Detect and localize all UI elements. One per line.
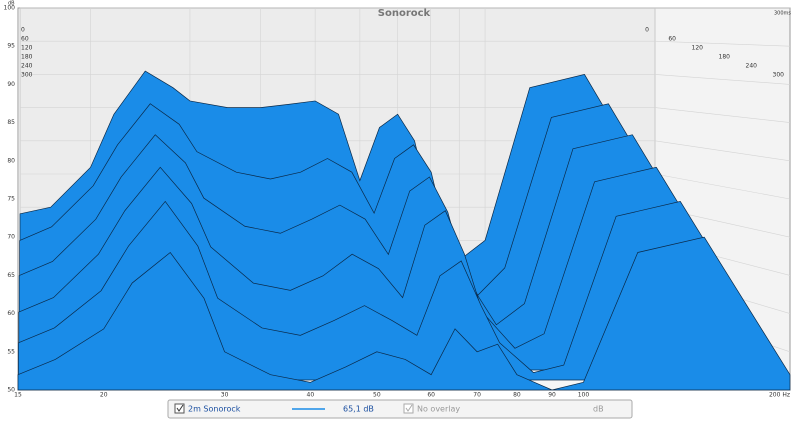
check — [405, 404, 413, 412]
time-tick-label: 180 — [719, 54, 731, 61]
time-tick-label: 300 — [21, 72, 33, 79]
y-tick-label: 75 — [7, 196, 15, 203]
x-tick-label: 20 — [100, 392, 108, 399]
time-tick-label: 300 — [773, 72, 785, 79]
y-tick-label: 65 — [7, 272, 15, 279]
grid-line — [654, 140, 791, 162]
grid-line — [654, 74, 791, 85]
y-tick-label: 100 — [4, 5, 16, 12]
time-tick-label: 0 — [21, 27, 25, 34]
y-tick-label: 85 — [7, 119, 15, 126]
time-tick-label: 240 — [21, 63, 33, 70]
time-tick-label: 60 — [21, 36, 29, 43]
x-tick-label: 30 — [221, 392, 229, 399]
y-tick-label: 70 — [7, 234, 15, 241]
grid-line — [654, 40, 791, 47]
time-label: 300ms — [774, 11, 791, 17]
x-tick-label: 100 — [578, 392, 590, 399]
y-tick-label: 95 — [7, 43, 15, 50]
y-tick-label: 50 — [7, 387, 15, 394]
legend-overlay: No overlay — [417, 405, 460, 414]
slice — [17, 236, 791, 391]
x-tick-label: 80 — [513, 392, 521, 399]
check — [176, 404, 184, 412]
grid-line — [654, 107, 791, 123]
x-tick-label: 60 — [427, 392, 435, 399]
y-tick-label: 55 — [7, 348, 15, 355]
legend-box — [167, 399, 633, 419]
x-tick-label: 40 — [307, 392, 315, 399]
y-tick-label: 80 — [7, 157, 15, 164]
legend-unit: dB — [593, 405, 604, 414]
x-tick-label: 50 — [373, 392, 381, 399]
time-tick-label: 120 — [21, 45, 33, 52]
x-tick-label: 90 — [548, 392, 556, 399]
y-tick-label: 90 — [7, 81, 15, 88]
time-tick-label: 180 — [21, 54, 33, 61]
x-tick-label: 200 Hz — [769, 392, 790, 399]
legend: 2m Sonorock 65,1 dB No overlay dB — [167, 399, 633, 419]
x-tick-label: 70 — [473, 392, 481, 399]
y-tick-label: 60 — [7, 310, 15, 317]
legend-trace: 2m Sonorock — [188, 405, 241, 414]
checkbox[interactable] — [403, 403, 414, 414]
time-tick-label: 120 — [692, 45, 704, 52]
time-tick-label: 0 — [645, 27, 649, 34]
chart-title: Sonorock — [378, 8, 431, 19]
grid-line — [654, 173, 791, 200]
checkbox[interactable] — [174, 403, 185, 414]
time-tick-label: 60 — [668, 36, 676, 43]
time-tick-label: 240 — [746, 63, 758, 70]
plot-area — [17, 7, 791, 391]
x-tick-label: 15 — [14, 392, 22, 399]
legend-level: 65,1 dB — [343, 405, 374, 414]
y-axis-label: dB — [8, 1, 15, 7]
